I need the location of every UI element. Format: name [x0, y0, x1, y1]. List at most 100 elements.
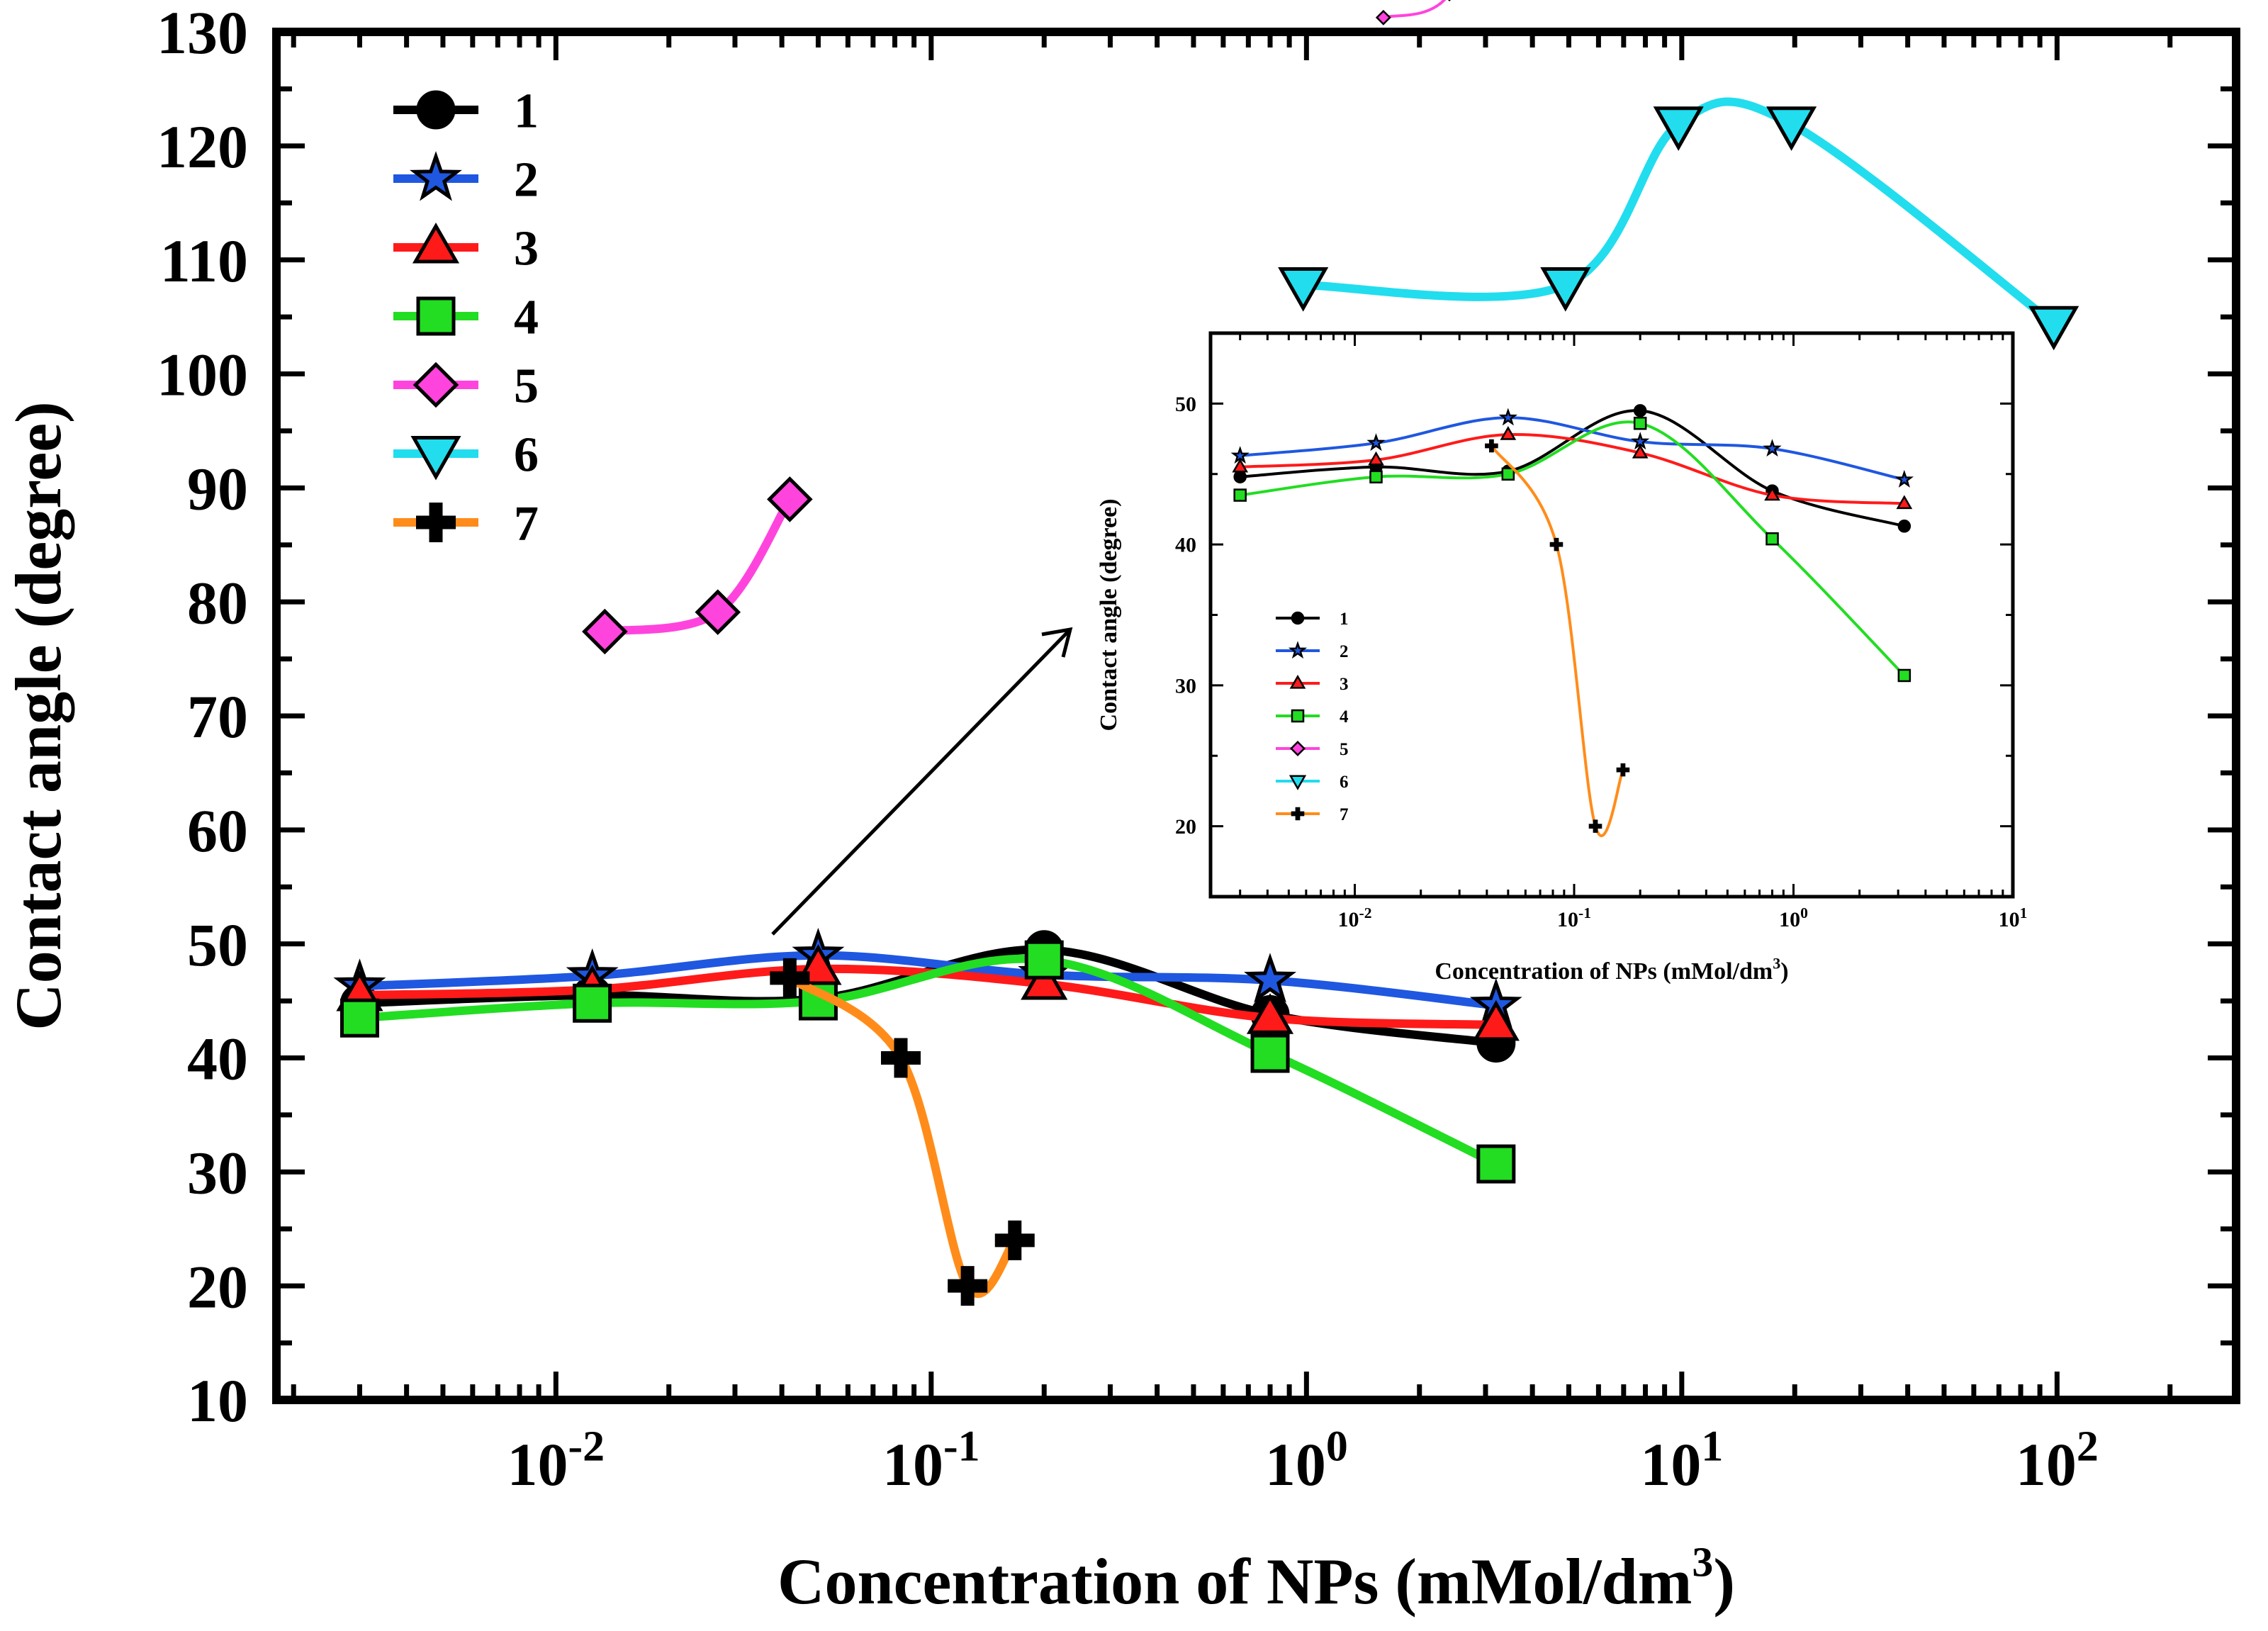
legend-label-2: 2 — [1340, 642, 1349, 661]
marker-6 — [1540, 267, 1591, 312]
marker-6 — [1653, 106, 1704, 151]
marker-3 — [1246, 993, 1294, 1034]
marker-4 — [1897, 668, 1911, 683]
marker-2 — [1498, 408, 1518, 426]
marker-4 — [573, 983, 612, 1023]
legend-label-5: 5 — [1340, 740, 1349, 759]
y-tick-label: 30 — [1175, 674, 1196, 697]
legend-label-2: 2 — [514, 153, 539, 208]
series-line-2 — [359, 951, 1497, 1010]
legend-marker-1 — [1291, 611, 1305, 625]
y-tick-label: 120 — [157, 113, 248, 181]
marker-3 — [1232, 458, 1249, 473]
marker-4 — [1476, 1144, 1516, 1184]
legend-label-5: 5 — [514, 359, 539, 414]
marker-2 — [1894, 469, 1914, 488]
legend-label-4: 4 — [1340, 707, 1349, 727]
y-tick-label: 80 — [187, 568, 248, 637]
series-line-5 — [1383, 0, 1447, 19]
series-5 — [582, 476, 813, 655]
marker-7 — [994, 1220, 1035, 1260]
series-5 — [1375, 0, 1452, 26]
series-4 — [1233, 416, 1911, 683]
marker-7 — [1485, 439, 1498, 453]
marker-4 — [1765, 532, 1779, 546]
legend-marker-2 — [1288, 641, 1308, 659]
series-7 — [770, 958, 1035, 1306]
marker-2 — [1366, 433, 1386, 452]
y-axis-title: Contact angle (degree) — [2, 401, 74, 1030]
legend-label-1: 1 — [514, 84, 539, 139]
marker-6 — [1278, 267, 1329, 312]
y-tick-label: 130 — [157, 0, 248, 67]
marker-1 — [1233, 470, 1247, 483]
series-4 — [339, 940, 1516, 1184]
x-tick-label: 10-1 — [882, 1423, 980, 1498]
series-7 — [1485, 439, 1630, 837]
marker-2 — [1763, 439, 1782, 457]
marker-3 — [1764, 486, 1780, 501]
legend-marker-2 — [410, 151, 462, 201]
marker-7 — [1616, 763, 1630, 777]
legend-label-6: 6 — [514, 428, 539, 483]
x-tick-label: 10-2 — [507, 1423, 605, 1498]
legend-marker-3 — [412, 222, 460, 264]
y-tick-label: 110 — [160, 227, 248, 295]
marker-7 — [948, 1266, 988, 1306]
marker-4 — [1250, 1033, 1290, 1073]
legend-label-7: 7 — [514, 497, 539, 551]
marker-3 — [1500, 425, 1517, 440]
legend-label-3: 3 — [1340, 675, 1349, 694]
legend: 1 2 3 4 5 6 7 — [393, 84, 539, 551]
marker-4 — [1633, 416, 1647, 430]
marker-1 — [1633, 404, 1647, 417]
marker-5 — [695, 589, 741, 635]
legend-marker-6 — [410, 436, 461, 481]
x-axis-title: Concentration of NPs (mMol/dm3) — [1435, 955, 1788, 985]
legend-marker-4 — [416, 296, 456, 336]
marker-2 — [1244, 953, 1297, 1003]
y-tick-label: 30 — [187, 1138, 248, 1206]
series-line-7 — [1490, 444, 1624, 837]
marker-4 — [339, 998, 379, 1038]
legend-marker-7 — [416, 503, 456, 542]
marker-4 — [1369, 470, 1383, 483]
y-tick-label: 40 — [187, 1025, 248, 1093]
y-tick-label: 70 — [187, 683, 248, 751]
legend-marker-5 — [1290, 741, 1306, 756]
marker-3 — [1472, 999, 1520, 1041]
y-tick-label: 20 — [187, 1252, 248, 1321]
marker-4 — [1233, 488, 1247, 502]
y-tick-label: 20 — [1175, 815, 1196, 839]
y-tick-label: 60 — [187, 797, 248, 865]
marker-7 — [1549, 537, 1564, 551]
legend-label-1: 1 — [1340, 610, 1349, 629]
inset-pointer-arrow — [771, 627, 1073, 936]
marker-6 — [1766, 106, 1817, 151]
series-6 — [1278, 97, 2079, 351]
marker-6 — [2028, 306, 2079, 351]
y-axis-title: Contact angle (degree) — [1096, 499, 1122, 732]
x-tick-label: 100 — [1265, 1423, 1348, 1498]
marker-7 — [770, 958, 810, 998]
x-axis-title: Concentration of NPs (mMol/dm3) — [777, 1538, 1735, 1618]
x-tick-label: 10-1 — [1557, 904, 1591, 931]
series-line-2 — [1240, 416, 1905, 481]
y-tick-label: 50 — [187, 911, 248, 979]
legend-marker-7 — [1291, 807, 1305, 821]
marker-3 — [1368, 451, 1384, 466]
legend-label-7: 7 — [1340, 805, 1349, 824]
marker-4 — [1024, 940, 1064, 980]
legend: 1 2 3 4 5 6 7 — [1276, 610, 1349, 824]
x-tick-label: 102 — [2016, 1423, 2099, 1498]
marker-3 — [1896, 495, 1913, 510]
x-tick-label: 101 — [1640, 1423, 1723, 1498]
y-tick-label: 90 — [187, 454, 248, 522]
marker-5 — [1375, 9, 1391, 26]
y-tick-label: 50 — [1175, 393, 1196, 416]
series-line-7 — [787, 974, 1018, 1298]
marker-3 — [1632, 444, 1649, 459]
marker-7 — [880, 1038, 921, 1078]
